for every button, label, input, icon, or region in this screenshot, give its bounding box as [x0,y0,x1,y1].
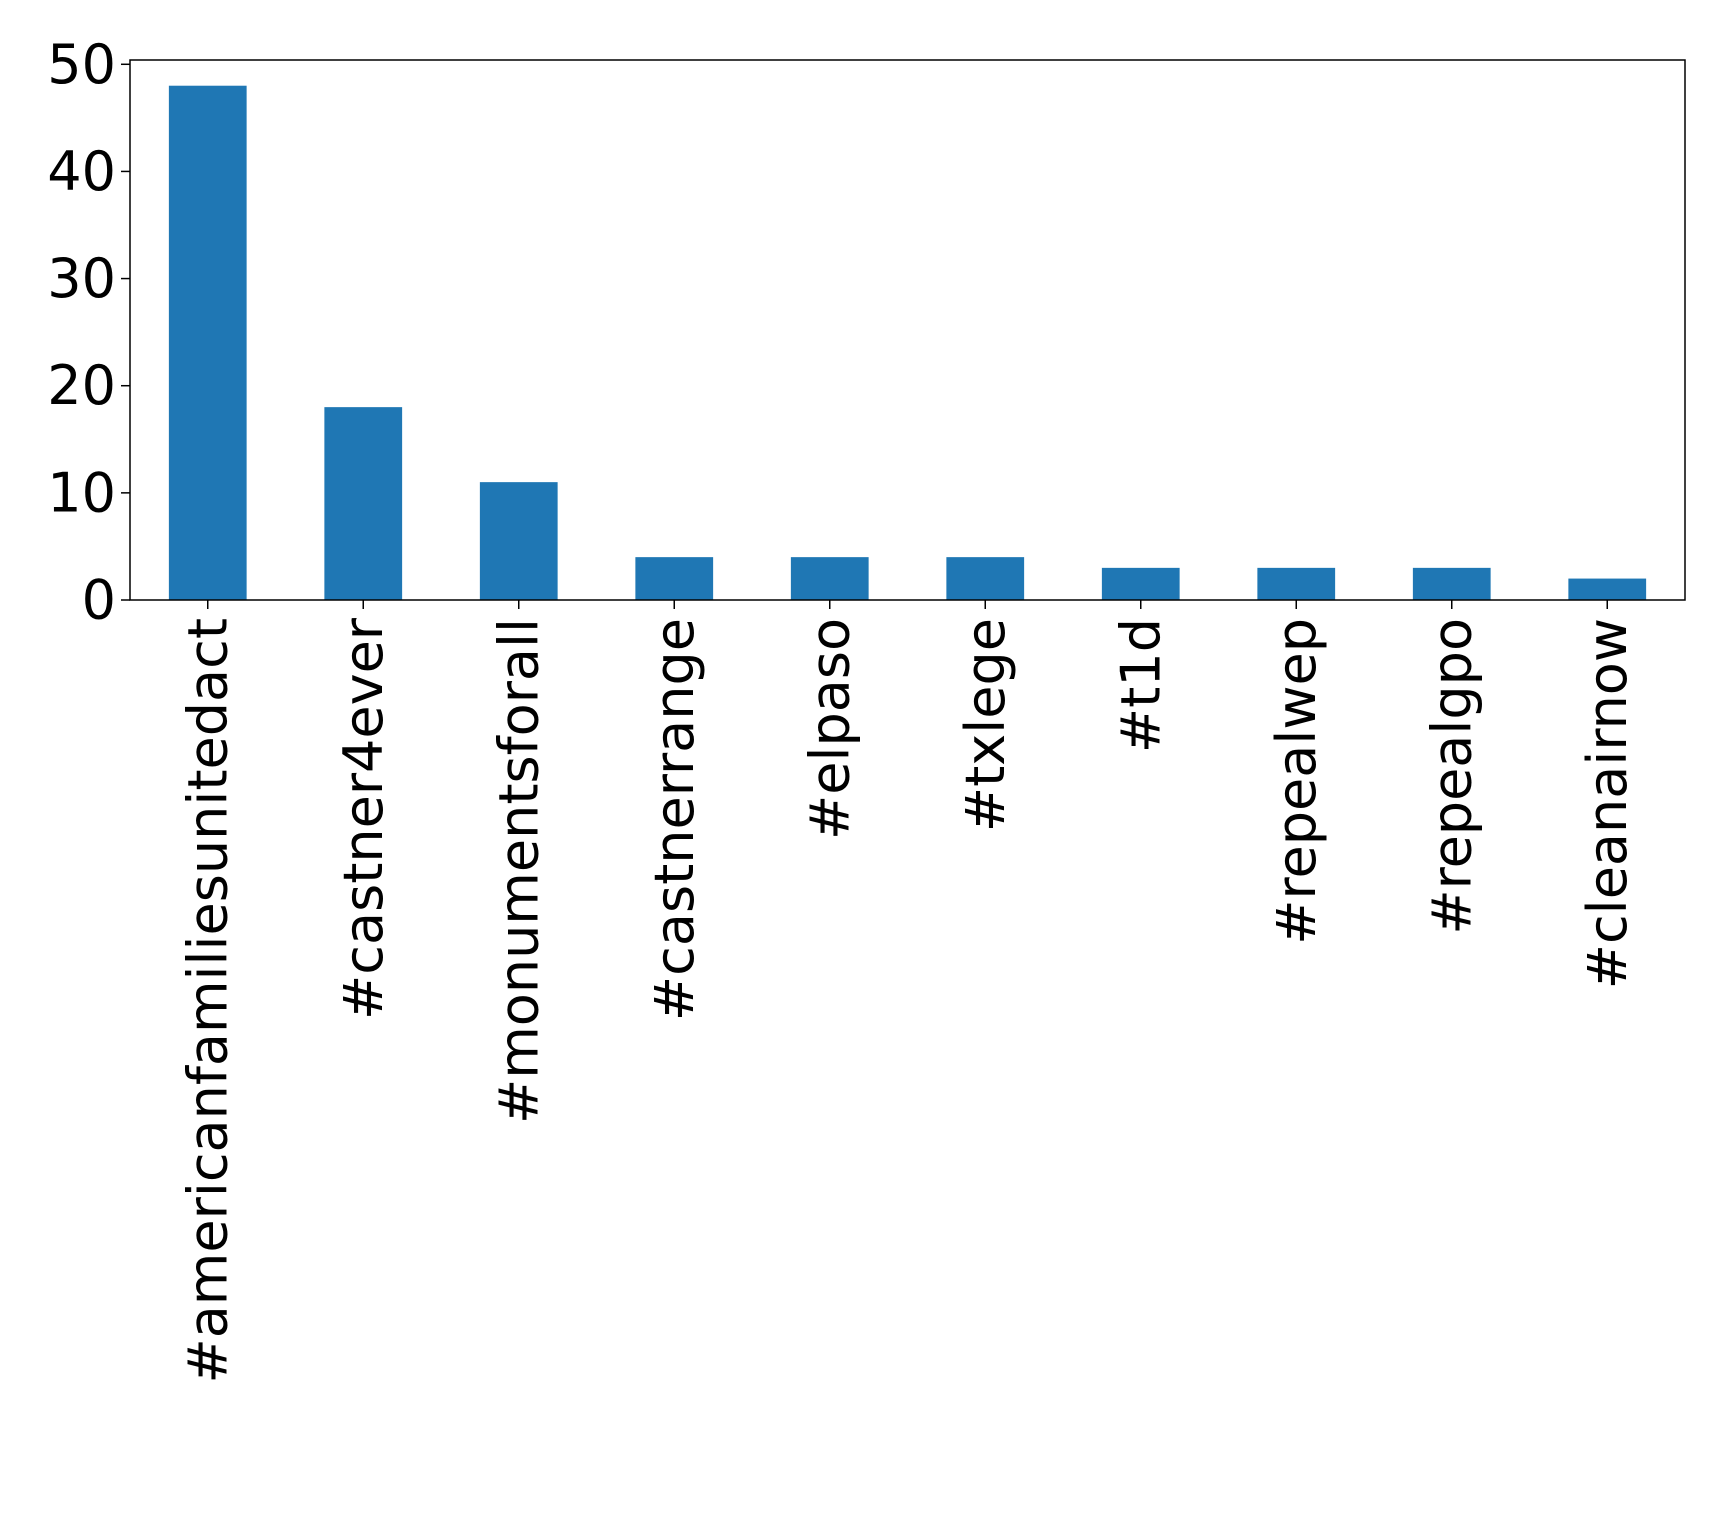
bar-cleanairnow [1568,578,1647,600]
bars-layer [168,85,1647,600]
bar-txlege [946,557,1025,600]
x-tick-label: #monumentsforall [487,618,550,1124]
y-tick-label: 40 [47,140,116,203]
y-axis: 0 10 20 30 40 50 [47,33,130,632]
x-tick-label: #repealwep [1265,618,1328,945]
x-axis: #americanfamiliesunitedact #castner4ever #… [176,600,1639,1384]
bar-monumentsforall [479,482,558,600]
x-tick-label: #americanfamiliesunitedact [176,618,239,1384]
bar-castner4ever [324,407,403,600]
y-tick-label: 20 [47,354,116,417]
y-tick-label: 10 [47,461,116,524]
bar-elpaso [790,557,869,600]
y-tick-label: 50 [47,33,116,96]
x-tick-label: #t1d [1109,618,1172,753]
x-tick-label: #repealgpo [1420,618,1483,935]
bar-repealgpo [1412,567,1491,600]
plot-frame [129,59,1686,601]
bar-castnerrange [635,557,714,600]
y-tick-label: 0 [82,569,116,632]
bar-americanfamiliesunitedact [168,85,247,600]
x-tick-label: #cleanairnow [1576,618,1639,989]
bar-t1d [1101,567,1180,600]
x-tick-label: #castnerrange [643,618,706,1021]
x-tick-label: #elpaso [798,618,861,840]
y-tick-label: 30 [47,247,116,310]
bar-repealwep [1257,567,1336,600]
x-tick-label: #castner4ever [332,617,395,1020]
x-tick-label: #txlege [954,618,1017,832]
